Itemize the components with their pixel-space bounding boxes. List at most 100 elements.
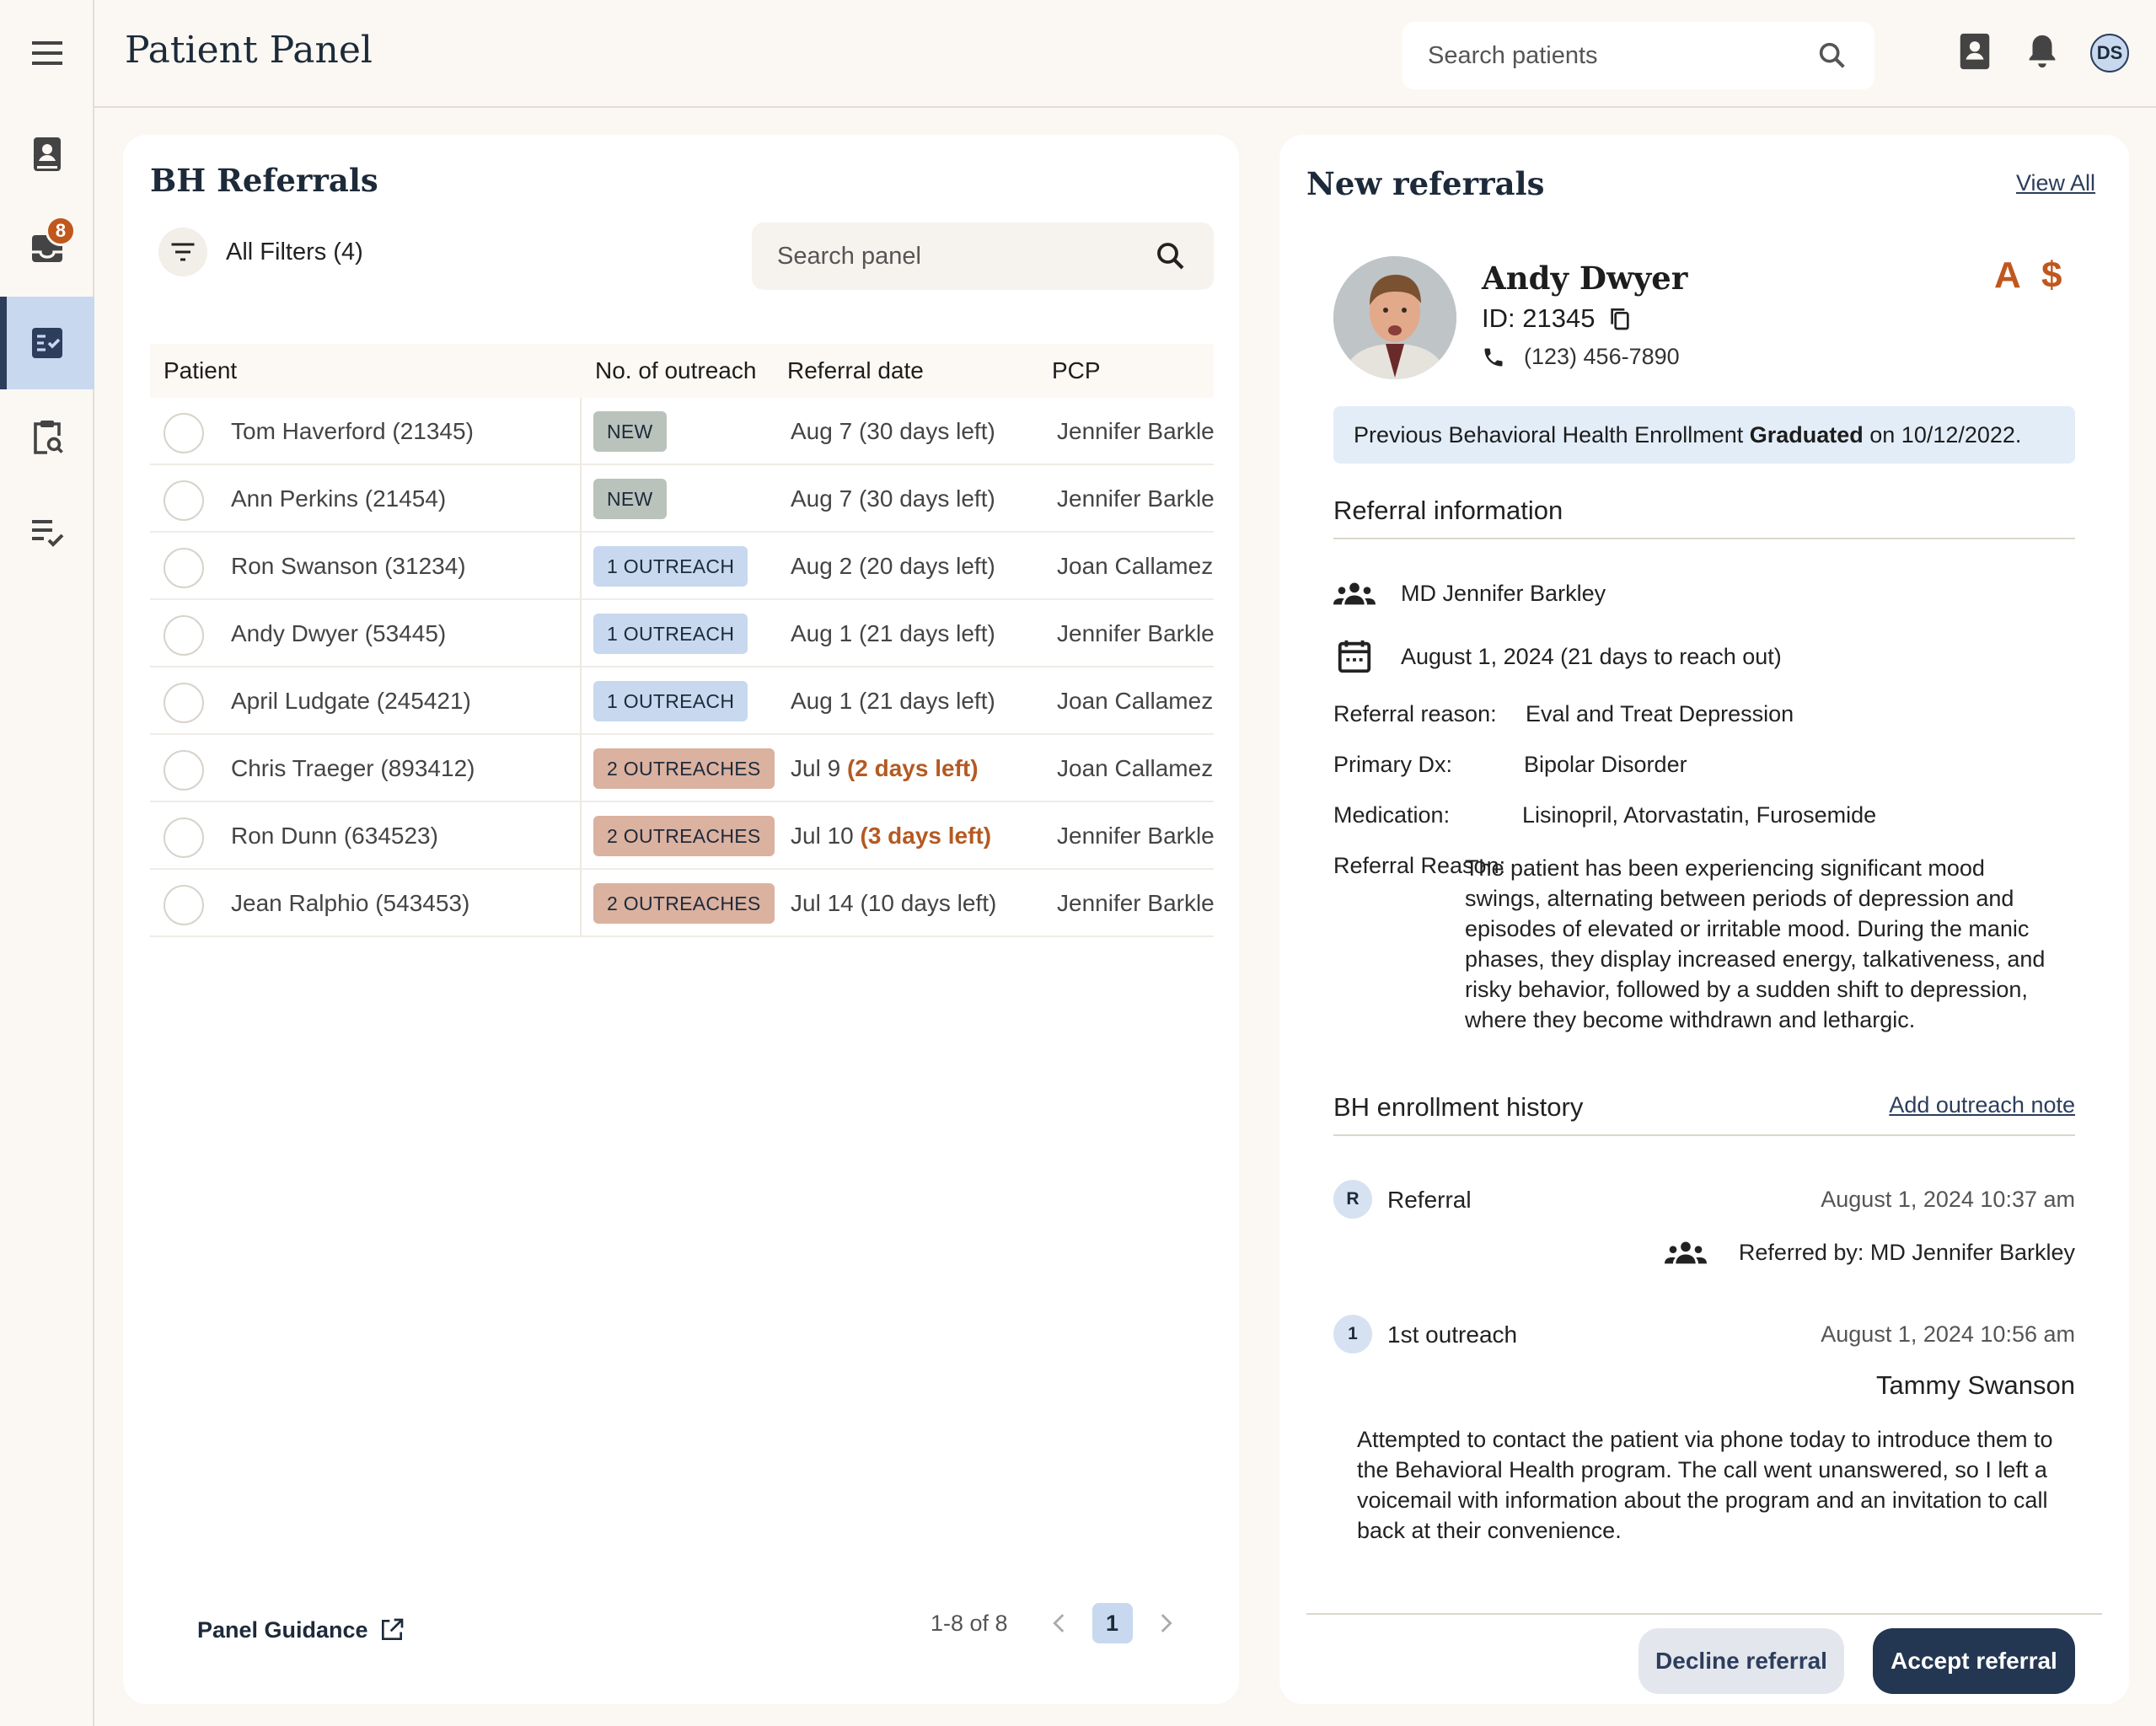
chevron-left-icon[interactable] [1045, 1609, 1074, 1638]
table-row[interactable]: Jean Ralphio (543453) 2 OUTREACHES Jul 14 … [150, 870, 1214, 937]
add-outreach-note-link[interactable]: Add outreach note [1889, 1092, 2075, 1118]
outreach-author: Tammy Swanson [1875, 1370, 2075, 1400]
row-select-radio[interactable] [164, 750, 204, 791]
row-outreach-chip: 1 OUTREACH [593, 681, 748, 721]
enrollment-banner: Previous Behavioral Health Enrollment Gr… [1333, 406, 2075, 464]
row-date-urgent: (3 days left) [860, 823, 992, 849]
patient-phone: (123) 456-7890 [1482, 344, 1680, 370]
row-date-main: Jul 10 [791, 823, 861, 849]
column-header-outreach[interactable]: No. of outreach [595, 357, 757, 383]
row-referral-date: Jul 9 (2 days left) [791, 755, 979, 782]
row-patient: Chris Traeger (893412) [231, 755, 475, 781]
actions-divider [1306, 1613, 2102, 1615]
notifications-bell-icon[interactable] [2023, 30, 2062, 72]
patient-id: ID: 21345 [1482, 303, 1633, 334]
rail-item-contacts[interactable] [0, 108, 94, 201]
row-referral-date: Aug 7 (30 days left) [791, 485, 995, 512]
row-referral-date: Jul 10 (3 days left) [791, 823, 991, 850]
referral-date-line: August 1, 2024 (21 days to reach out) [1333, 637, 1782, 676]
hamburger-menu-button[interactable] [0, 7, 94, 99]
row-outreach-chip: 1 OUTREACH [593, 614, 748, 654]
outreach-note-text: Attempted to contact the patient via pho… [1357, 1427, 2053, 1543]
table-header: Patient No. of outreach Referral date PC… [150, 344, 1214, 398]
panel-search-input[interactable]: Search panel [752, 222, 1214, 290]
accept-referral-button[interactable]: Accept referral [1873, 1628, 2075, 1694]
rail-item-inbox[interactable]: 8 [0, 202, 94, 295]
hamburger-menu-icon [32, 41, 62, 65]
pagination-range: 1-8 of 8 [931, 1610, 1008, 1636]
bh-referrals-panel: BH Referrals All Filters (4) Search pane… [123, 135, 1239, 1704]
column-header-pcp[interactable]: PCP [1052, 357, 1101, 383]
page-button-current[interactable]: 1 [1091, 1603, 1133, 1643]
panel-guidance-label: Panel Guidance [197, 1616, 368, 1643]
field-value: Lisinopril, Atorvastatin, Furosemide [1522, 802, 1877, 828]
row-date-main: Aug 1 (21 days left) [791, 620, 995, 646]
row-outreach-chip: NEW [593, 411, 667, 452]
row-patient: Ron Dunn (634523) [231, 823, 438, 849]
search-icon[interactable] [1815, 39, 1849, 72]
column-header-patient[interactable]: Patient [164, 357, 238, 383]
row-select-radio[interactable] [164, 615, 204, 656]
decline-referral-button[interactable]: Decline referral [1638, 1628, 1844, 1694]
external-link-icon [381, 1618, 403, 1640]
table-row[interactable]: Tom Haverford (21345) NEW Aug 7 (30 days l… [150, 398, 1214, 465]
row-date-urgent: (2 days left) [846, 755, 979, 781]
all-filters-label: All Filters (4) [226, 238, 363, 265]
view-all-link[interactable]: View All [2016, 170, 2096, 196]
row-patient: Ann Perkins (21454) [231, 485, 447, 512]
rail-item-referrals[interactable] [0, 297, 94, 389]
referral-detail-panel: New referrals View All Andy Dwyer ID: 21… [1279, 135, 2129, 1704]
row-patient: April Ludgate (245421) [231, 688, 471, 714]
table-row[interactable]: Ron Swanson (31234) 1 OUTREACH Aug 2 (20 d… [150, 533, 1214, 600]
search-icon[interactable] [1153, 239, 1188, 274]
enrollment-prefix: Previous Behavioral Health Enrollment [1354, 421, 1750, 448]
user-avatar[interactable]: DS [2090, 34, 2129, 72]
row-pcp: Joan Callamezzo [1057, 553, 1214, 579]
row-pcp: Joan Callamezzo [1057, 755, 1214, 781]
panel-title: BH Referrals [150, 162, 378, 199]
patient-search-input[interactable]: Search patients [1402, 22, 1874, 89]
panel-guidance-link[interactable]: Panel Guidance [197, 1616, 405, 1643]
patient-search-placeholder: Search patients [1428, 41, 1598, 69]
group-icon [1333, 582, 1376, 605]
patient-flag-dollar: $ [2041, 255, 2062, 296]
row-select-radio[interactable] [164, 548, 204, 588]
checklist-board-icon [32, 328, 62, 358]
field-value: Bipolar Disorder [1524, 752, 1687, 777]
row-select-radio[interactable] [164, 413, 204, 453]
rail-item-tasks[interactable] [0, 485, 94, 578]
copy-icon[interactable] [1606, 305, 1633, 332]
rail-item-clipboard-search[interactable] [0, 391, 94, 484]
field-label: Medication: [1333, 802, 1451, 828]
all-filters-button[interactable]: All Filters (4) [158, 228, 363, 276]
column-header-referral-date[interactable]: Referral date [787, 357, 924, 383]
page-title: Patient Panel [125, 29, 373, 72]
table-row[interactable]: Andy Dwyer (53445) 1 OUTREACH Aug 1 (21 da… [150, 600, 1214, 667]
patient-photo [1333, 256, 1456, 379]
table-row[interactable]: Chris Traeger (893412) 2 OUTREACHES Jul 9 … [150, 735, 1214, 802]
table-row[interactable]: Ann Perkins (21454) NEW Aug 7 (30 days lef… [150, 465, 1214, 533]
table-row[interactable]: April Ludgate (245421) 1 OUTREACH Aug 1 (2… [150, 667, 1214, 735]
detail-title: New referrals [1306, 165, 1545, 202]
history-label: 1st outreach [1387, 1321, 1518, 1348]
clipboard-search-icon [34, 421, 63, 454]
referrer-name: MD Jennifer Barkley [1401, 580, 1606, 606]
row-select-radio[interactable] [164, 683, 204, 723]
table-row[interactable]: Ron Dunn (634523) 2 OUTREACHES Jul 10 (3 d… [150, 802, 1214, 870]
chevron-right-icon[interactable] [1151, 1609, 1180, 1638]
row-outreach-chip: 2 OUTREACHES [593, 816, 775, 856]
row-outreach-chip: 2 OUTREACHES [593, 883, 775, 924]
referral-reason-text: The patient has been experiencing signif… [1465, 855, 2046, 1032]
pagination: 1-8 of 8 1 [931, 1603, 1180, 1643]
row-select-radio[interactable] [164, 817, 204, 858]
row-pcp: Jennifer Barkley [1057, 890, 1214, 916]
referral-info-heading: Referral information [1333, 496, 2075, 539]
row-select-radio[interactable] [164, 885, 204, 925]
referrer-line: MD Jennifer Barkley [1333, 580, 1606, 607]
contact-book-icon[interactable] [1955, 30, 1994, 72]
row-date-main: Aug 2 (20 days left) [791, 553, 995, 579]
enrollment-status: Graduated [1749, 421, 1864, 448]
row-pcp: Jennifer Barkley [1057, 485, 1214, 512]
referred-by-text: Referred by: MD Jennifer Barkley [1738, 1239, 2075, 1265]
row-select-radio[interactable] [164, 480, 204, 521]
